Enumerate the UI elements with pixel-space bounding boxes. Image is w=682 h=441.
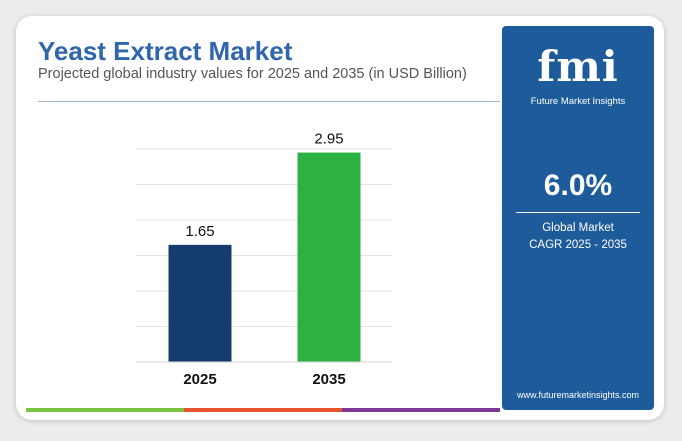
color-strip	[26, 408, 500, 412]
infographic-card: Yeast Extract Market Projected global in…	[16, 16, 664, 420]
bar-chart: 1.65 2025 2.95 2035	[136, 131, 392, 388]
title-divider	[38, 101, 500, 102]
color-strip-purple	[342, 408, 500, 412]
cagr-label: Global Market CAGR 2025 - 2035	[502, 220, 654, 254]
bar-2035	[297, 152, 361, 362]
x-tick-label-2035: 2035	[312, 371, 345, 388]
color-strip-green	[26, 408, 184, 412]
bar-2025	[168, 244, 232, 362]
x-tick-label-2025: 2025	[183, 371, 216, 388]
cagr-value: 6.0%	[543, 169, 613, 202]
brand-name: Future Market Insights	[530, 96, 626, 107]
data-label-2025: 1.65	[185, 223, 214, 240]
cagr-label-line1: Global Market	[542, 222, 614, 234]
fmi-logo: fmi	[537, 42, 619, 91]
data-label-2035: 2.95	[314, 131, 343, 148]
website-link[interactable]: www.futuremarketinsights.com	[516, 390, 640, 400]
color-strip-orange	[184, 408, 342, 412]
page-subtitle: Projected global industry values for 202…	[38, 66, 467, 82]
page-title: Yeast Extract Market	[38, 36, 293, 66]
side-panel: fmi Future Market Insights 6.0% Global M…	[502, 26, 654, 410]
cagr-label-line2: CAGR 2025 - 2035	[529, 239, 627, 251]
cagr-divider	[516, 212, 640, 213]
